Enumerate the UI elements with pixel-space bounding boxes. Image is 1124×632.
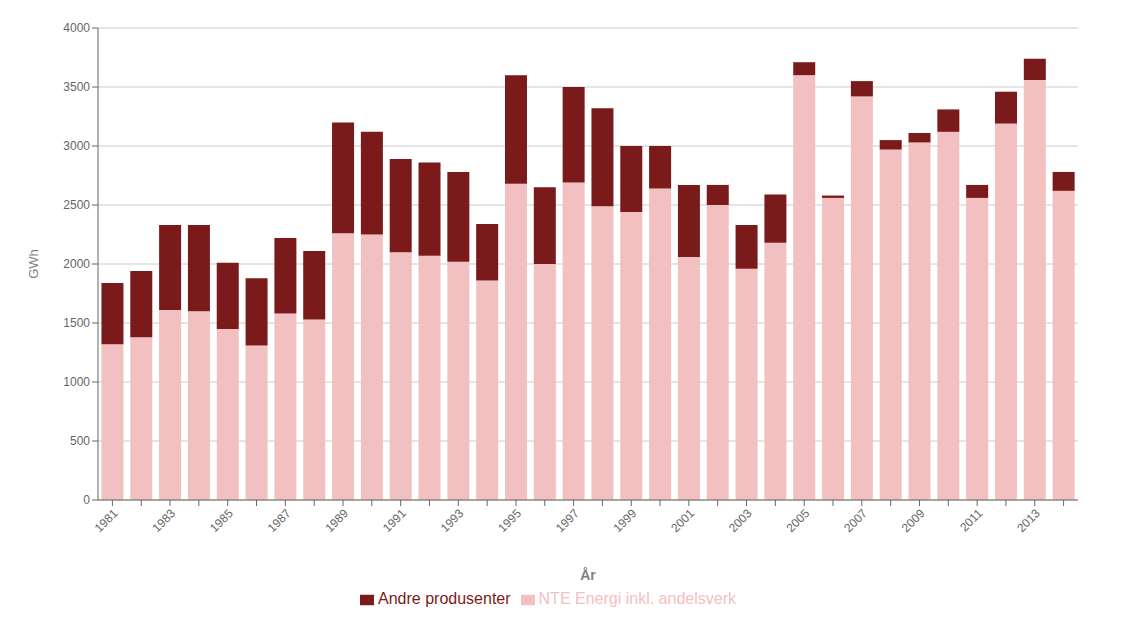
svg-text:1981: 1981 <box>92 506 121 535</box>
svg-text:1000: 1000 <box>63 375 90 389</box>
html-text:NTE Energi inkl. andelsverk: NTE Energi inkl. andelsverk <box>538 590 736 607</box>
svg-text:4000: 4000 <box>63 21 90 35</box>
svg-text:1991: 1991 <box>380 506 409 535</box>
svg-text:1987: 1987 <box>265 506 294 535</box>
svg-text:2011: 2011 <box>957 506 985 534</box>
svg-text:1983: 1983 <box>149 506 178 535</box>
svg-text:2500: 2500 <box>63 198 90 212</box>
svg-text:1985: 1985 <box>207 506 236 535</box>
svg-text:2003: 2003 <box>726 506 755 535</box>
svg-text:2001: 2001 <box>668 506 697 535</box>
svg-text:2007: 2007 <box>841 506 870 535</box>
svg-text:0: 0 <box>83 493 90 507</box>
svg-text:1999: 1999 <box>611 506 640 535</box>
svg-text:3500: 3500 <box>63 80 90 94</box>
svg-text:1500: 1500 <box>63 316 90 330</box>
svg-text:2009: 2009 <box>899 506 928 535</box>
svg-text:1993: 1993 <box>438 506 467 535</box>
svg-text:2005: 2005 <box>784 506 813 535</box>
svg-text:1989: 1989 <box>322 506 351 535</box>
svg-text:2013: 2013 <box>1014 506 1043 535</box>
svg-text:1997: 1997 <box>553 506 582 535</box>
svg-text:500: 500 <box>70 434 90 448</box>
svg-text:3000: 3000 <box>63 139 90 153</box>
svg-text:2000: 2000 <box>63 257 90 271</box>
html-text:Andre produsenter: Andre produsenter <box>378 590 511 607</box>
svg-text:År: År <box>580 567 596 583</box>
svg-text:GWh: GWh <box>26 249 41 279</box>
svg-text:1995: 1995 <box>495 506 524 535</box>
